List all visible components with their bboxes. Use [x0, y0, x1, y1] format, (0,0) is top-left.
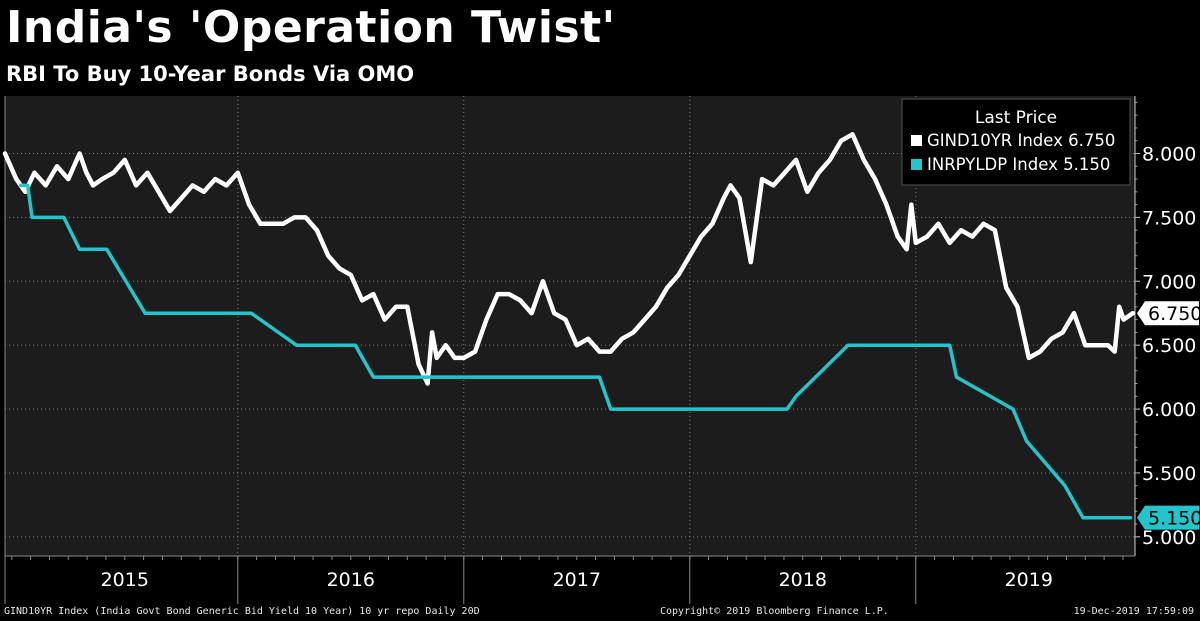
legend-swatch: [911, 135, 922, 146]
chart-subtitle: RBI To Buy 10-Year Bonds Via OMO: [6, 62, 415, 86]
footer-copyright: Copyright© 2019 Bloomberg Finance L.P.: [660, 606, 889, 617]
line-chart: 8.000 7.500 7.000 6.500 6.000 5.500 5.000 2015…: [2, 96, 1200, 604]
series-line-2: [19, 183, 1133, 520]
x-axis: 2015 2016 2017 2018 2019: [4, 96, 1135, 604]
last-price-value: 6.750: [1148, 303, 1200, 325]
last-price-labels: 6.750 5.150: [1137, 301, 1200, 530]
legend-entry: INRPYLDP Index 5.150: [927, 155, 1110, 174]
footer: GIND10YR Index (India Govt Bond Generic …: [0, 605, 1200, 621]
footer-timestamp: 19-Dec-2019 17:59:09: [1073, 606, 1194, 617]
legend-title: Last Price: [975, 108, 1057, 128]
y-tick-label: 7.500: [1142, 207, 1196, 229]
x-tick-label: 2016: [327, 569, 375, 591]
last-price-value: 5.150: [1148, 508, 1200, 530]
y-tick-label: 5.500: [1142, 463, 1196, 485]
y-tick-label: 6.000: [1142, 399, 1196, 421]
x-tick-label: 2019: [1005, 569, 1053, 591]
x-tick-label: 2018: [779, 569, 827, 591]
legend-box: [901, 98, 1131, 186]
legend-swatch: [911, 159, 922, 170]
y-tick-label: 6.500: [1142, 335, 1196, 357]
chart-title: India's 'Operation Twist': [6, 2, 616, 53]
y-tick-label: 5.000: [1142, 527, 1196, 549]
legend: Last Price GIND10YR Index 6.750 INRPYLDP I…: [901, 98, 1131, 186]
chart-area: 8.000 7.500 7.000 6.500 6.000 5.500 5.000 2015…: [0, 96, 1200, 604]
y-tick-label: 8.000: [1142, 144, 1196, 166]
series-lines: [2, 132, 1135, 520]
last-price-tag: [1137, 505, 1199, 530]
series-line-1: [2, 132, 1135, 386]
y-axis: 8.000 7.500 7.000 6.500 6.000 5.500 5.000: [1134, 96, 1196, 556]
x-tick-label: 2017: [553, 569, 601, 591]
y-tick-label: 7.000: [1142, 271, 1196, 293]
x-tick-label: 2015: [101, 569, 149, 591]
legend-entry: GIND10YR Index 6.750: [927, 131, 1115, 150]
last-price-tag: [1137, 301, 1199, 326]
footer-source: GIND10YR Index (India Govt Bond Generic …: [4, 606, 480, 617]
